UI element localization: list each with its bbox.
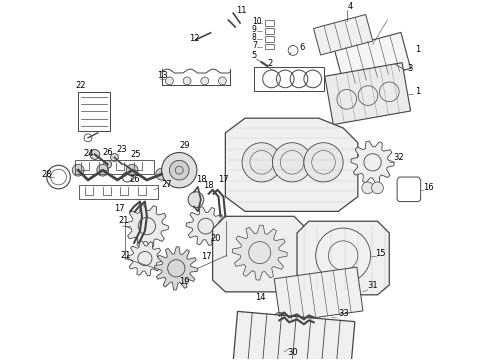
Polygon shape [232, 225, 287, 280]
Text: 33: 33 [338, 309, 349, 318]
Text: 11: 11 [236, 6, 246, 15]
Text: 32: 32 [393, 153, 404, 162]
Text: 27: 27 [162, 180, 172, 189]
Text: 1: 1 [415, 45, 420, 54]
Bar [265, 20, 274, 26]
Text: 2: 2 [268, 59, 273, 68]
Circle shape [104, 160, 112, 168]
Text: 14: 14 [255, 293, 265, 302]
Polygon shape [233, 311, 355, 360]
Text: 13: 13 [157, 71, 167, 80]
Text: 18: 18 [196, 175, 207, 184]
Text: 26: 26 [103, 148, 113, 157]
Polygon shape [351, 141, 394, 184]
Text: 25: 25 [130, 150, 141, 159]
Circle shape [362, 182, 373, 194]
Text: 28: 28 [42, 170, 52, 179]
Polygon shape [274, 267, 363, 323]
Text: 6: 6 [299, 44, 304, 53]
Text: 31: 31 [368, 281, 378, 290]
Text: 16: 16 [423, 183, 433, 192]
Text: 7: 7 [252, 41, 257, 50]
Text: 29: 29 [179, 141, 190, 150]
Text: 15: 15 [375, 248, 386, 257]
Circle shape [97, 164, 109, 176]
Circle shape [156, 168, 168, 180]
Polygon shape [125, 205, 169, 247]
Circle shape [371, 182, 383, 194]
Text: 30: 30 [287, 348, 298, 357]
Text: 5: 5 [252, 51, 257, 60]
Text: 12: 12 [189, 33, 199, 42]
Bar [265, 36, 274, 42]
Text: 24: 24 [83, 149, 94, 158]
Circle shape [166, 77, 173, 85]
Circle shape [170, 160, 189, 180]
Polygon shape [225, 118, 358, 211]
Bar [75, 160, 154, 174]
Circle shape [183, 77, 191, 85]
Text: 17: 17 [115, 204, 125, 213]
Text: 22: 22 [75, 81, 86, 90]
Circle shape [201, 77, 209, 85]
Polygon shape [127, 241, 163, 276]
Text: 9: 9 [252, 25, 257, 34]
Circle shape [90, 149, 100, 159]
Text: 21: 21 [121, 251, 131, 260]
Text: 17: 17 [201, 252, 212, 261]
Polygon shape [335, 32, 411, 86]
Polygon shape [213, 216, 307, 292]
Circle shape [126, 164, 138, 176]
Circle shape [304, 143, 343, 182]
Text: 19: 19 [179, 277, 190, 286]
Text: 4: 4 [348, 2, 353, 11]
Text: 21: 21 [119, 216, 129, 225]
Polygon shape [155, 247, 198, 290]
Bar [78, 92, 110, 131]
Text: 3: 3 [407, 64, 412, 73]
Text: ---: --- [86, 148, 91, 152]
Text: 18: 18 [203, 181, 214, 190]
Text: 1: 1 [415, 87, 420, 96]
Circle shape [128, 166, 136, 174]
Circle shape [242, 143, 281, 182]
Circle shape [162, 153, 197, 188]
Bar [254, 67, 324, 91]
Bar [265, 28, 274, 34]
Text: 20: 20 [211, 234, 221, 243]
Polygon shape [186, 207, 225, 246]
Text: 26: 26 [129, 175, 140, 184]
Circle shape [272, 143, 312, 182]
Polygon shape [314, 14, 373, 55]
Polygon shape [325, 63, 411, 125]
Text: 8: 8 [252, 33, 257, 42]
Text: 17: 17 [219, 175, 229, 184]
Circle shape [111, 153, 119, 161]
Polygon shape [297, 221, 389, 295]
Circle shape [219, 77, 226, 85]
Circle shape [188, 192, 204, 207]
Text: 23: 23 [117, 144, 127, 153]
Bar [79, 185, 158, 199]
Bar [265, 44, 274, 49]
Circle shape [72, 164, 84, 176]
Text: 10: 10 [252, 17, 262, 26]
